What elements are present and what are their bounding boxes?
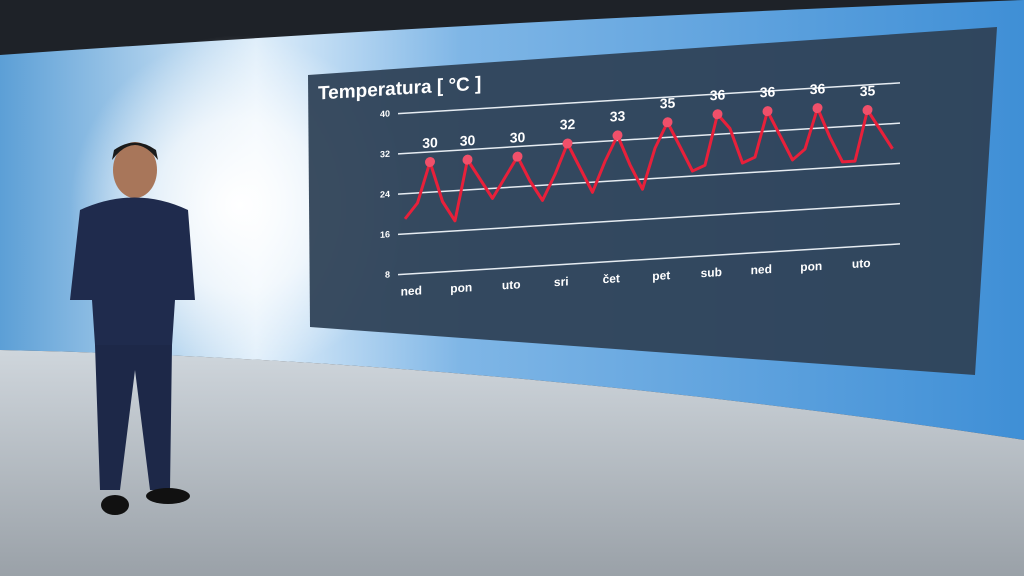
y-tick-label: 40 xyxy=(380,108,390,119)
max-marker xyxy=(612,130,623,141)
grid-line xyxy=(398,162,900,195)
max-label: 36 xyxy=(710,86,726,103)
max-marker xyxy=(712,109,723,120)
x-tick-label: čet xyxy=(603,271,620,286)
grid-line xyxy=(398,243,900,276)
max-label: 33 xyxy=(610,108,626,125)
max-marker xyxy=(462,154,473,165)
max-label: 36 xyxy=(760,83,776,100)
grid-line xyxy=(398,82,900,115)
jacket xyxy=(70,197,195,345)
x-tick-label: ned xyxy=(751,262,772,277)
x-tick-label: uto xyxy=(502,277,521,292)
max-marker xyxy=(512,151,523,162)
max-label: 32 xyxy=(560,116,576,133)
max-marker xyxy=(562,138,573,149)
y-tick-label: 24 xyxy=(380,189,390,200)
max-label: 30 xyxy=(510,129,526,146)
y-tick-label: 32 xyxy=(380,149,390,160)
max-marker xyxy=(662,117,673,128)
max-label: 35 xyxy=(860,82,876,99)
x-tick-label: sub xyxy=(701,265,722,280)
max-label: 30 xyxy=(460,132,476,149)
x-tick-label: pet xyxy=(652,268,670,283)
floor xyxy=(0,350,1024,576)
x-tick-label: uto xyxy=(852,256,871,271)
shoe xyxy=(101,495,129,515)
trousers xyxy=(95,345,172,490)
max-label: 35 xyxy=(660,95,676,112)
x-tick-label: pon xyxy=(450,280,472,295)
max-marker xyxy=(425,156,435,167)
y-tick-label: 8 xyxy=(385,269,390,279)
max-marker xyxy=(812,103,823,114)
max-marker xyxy=(862,105,873,116)
max-label: 30 xyxy=(422,134,438,151)
presenter xyxy=(70,142,195,515)
y-tick-label: 16 xyxy=(380,229,390,240)
x-tick-label: ned xyxy=(401,283,422,298)
grid-line xyxy=(398,202,900,236)
head xyxy=(113,142,157,198)
temperature-line xyxy=(403,106,894,223)
x-tick-label: pon xyxy=(800,259,822,274)
grid-line xyxy=(398,122,900,155)
max-marker xyxy=(762,106,773,117)
hair xyxy=(112,142,158,160)
x-tick-label: sri xyxy=(554,274,569,289)
max-label: 36 xyxy=(810,80,826,97)
screen-panel xyxy=(308,27,997,375)
shoe xyxy=(146,488,190,504)
